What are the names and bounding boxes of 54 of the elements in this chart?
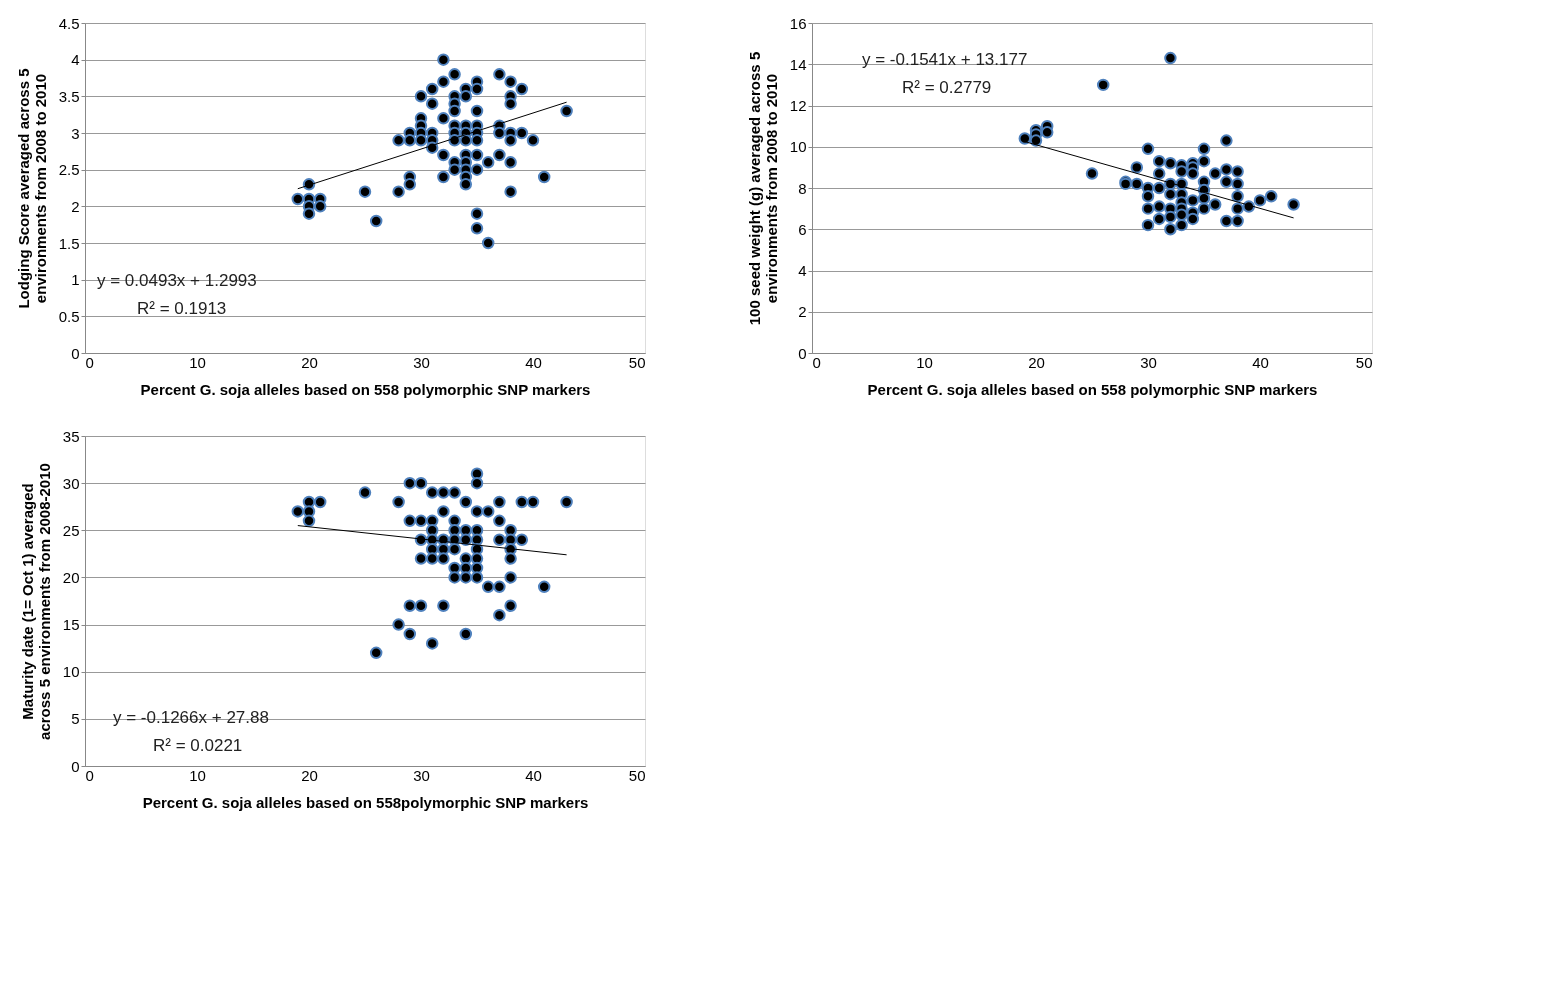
- x-axis-title: Percent G. soja alleles based on 558polymorphic SNP markers: [142, 793, 589, 811]
- x-tick-label: 40: [525, 353, 542, 371]
- x-tick-label: 10: [916, 353, 933, 371]
- y-tick-label: 4: [798, 262, 807, 279]
- annotation: R² = 0.1913: [137, 299, 227, 318]
- y-tick-label: 12: [789, 97, 807, 114]
- y-axis-title: 100 seed weight (g) averaged across 5 environments from 2008 to 2010: [745, 51, 780, 326]
- y-tick-label: 6: [798, 220, 807, 238]
- y-tick-label: 1: [71, 271, 80, 289]
- x-tick-label: 30: [413, 766, 430, 784]
- x-tick-label: 0: [812, 353, 821, 371]
- x-tick-label: 20: [1028, 353, 1045, 371]
- annotation: y = -0.1266x + 27.88: [113, 708, 269, 727]
- x-tick-label: 10: [189, 766, 206, 784]
- x-tick-label: 10: [189, 353, 206, 371]
- y-tick-label: 3: [71, 124, 80, 142]
- y-tick-label: 2: [71, 197, 80, 215]
- annotation: R² = 0.0221: [153, 736, 243, 755]
- y-tick-label: 2.5: [58, 161, 80, 179]
- y-tick-label: 2: [798, 303, 807, 321]
- y-tick-label: 4: [71, 51, 80, 69]
- y-tick-label: 25: [62, 521, 80, 539]
- y-tick-label: 5: [71, 710, 80, 728]
- annotation: y = -0.1541x + 13.177: [862, 50, 1028, 69]
- annotation: y = 0.0493x + 1.2993: [97, 271, 257, 290]
- x-axis-title: Percent G. soja alleles based on 558 polymorphic SNP markers: [867, 380, 1318, 398]
- x-tick-label: 40: [525, 766, 542, 784]
- x-tick-label: 30: [413, 353, 430, 371]
- y-tick-label: 0.5: [58, 307, 80, 325]
- x-tick-label: 20: [301, 766, 318, 784]
- x-tick-label: 0: [85, 766, 94, 784]
- x-tick-label: 50: [628, 353, 646, 371]
- y-tick-label: 30: [62, 474, 80, 492]
- y-tick-label: 10: [62, 663, 80, 681]
- y-tick-label: 16: [789, 14, 807, 32]
- y-tick-label: 14: [789, 55, 807, 73]
- x-tick-label: 50: [628, 766, 646, 784]
- y-axis-title: Maturity date (1= Oct 1) averaged across 5 environments from 2008-2010: [18, 463, 53, 740]
- x-axis-title: Percent G. soja alleles based on 558 polymorphic SNP markers: [140, 380, 591, 398]
- x-tick-label: 20: [301, 353, 318, 371]
- x-tick-label: 0: [85, 353, 94, 371]
- x-tick-label: 30: [1140, 353, 1157, 371]
- y-axis-title: Lodging Score averaged across 5 environments from 2008 to 2010: [14, 68, 49, 309]
- x-tick-label: 40: [1252, 353, 1269, 371]
- y-tick-label: 3.5: [58, 87, 80, 105]
- y-tick-label: 20: [62, 568, 80, 586]
- y-tick-label: 4.5: [58, 14, 80, 32]
- annotation: R² = 0.2779: [902, 78, 992, 97]
- y-tick-label: 1.5: [58, 234, 80, 252]
- y-tick-label: 15: [62, 616, 80, 634]
- y-tick-label: 35: [62, 427, 80, 445]
- y-tick-label: 8: [798, 179, 807, 197]
- x-tick-label: 50: [1355, 353, 1373, 371]
- y-tick-label: 10: [789, 138, 807, 156]
